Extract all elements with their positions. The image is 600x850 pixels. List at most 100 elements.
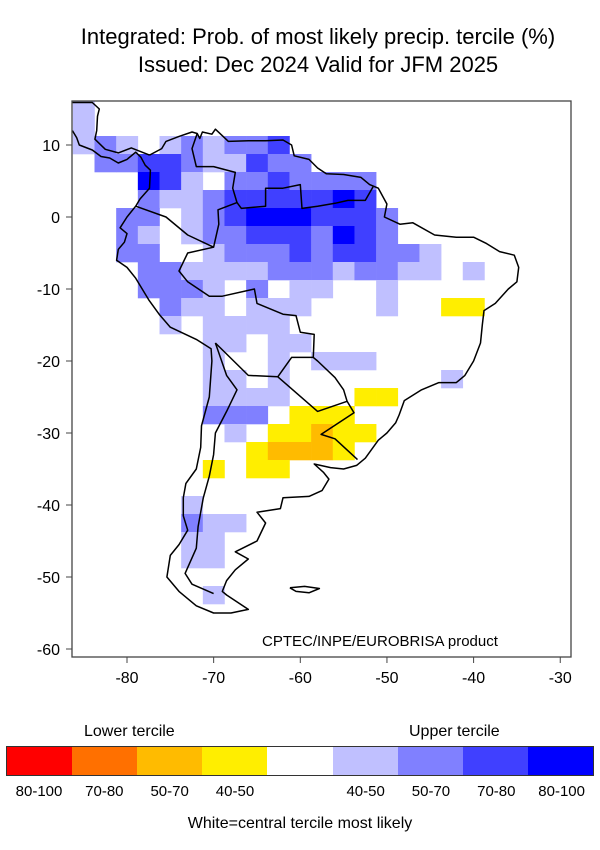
grid-cell (332, 352, 355, 371)
border-ecuador-peru-colombia (135, 205, 214, 248)
grid-cell (376, 280, 399, 299)
grid-cell (441, 298, 464, 317)
grid-cell (137, 172, 160, 191)
grid-cell (181, 496, 204, 515)
grid-cell (289, 208, 312, 227)
grid-cell (181, 280, 204, 299)
grid-cell (462, 262, 485, 281)
grid-cell (311, 352, 334, 371)
grid-cell (289, 244, 312, 263)
grid-cell (159, 262, 182, 281)
grid-cell (202, 136, 225, 155)
grid-cell (354, 424, 377, 443)
grid-cell (267, 424, 290, 443)
grid-cell (246, 136, 269, 155)
grid-cell (267, 172, 290, 191)
grid-cell (376, 226, 399, 245)
grid-cell (289, 442, 312, 461)
lat-tick-label: -40 (37, 498, 60, 515)
border-brazil (178, 183, 374, 461)
grid-cell (246, 316, 269, 335)
legend-label-u3: 70-80 (477, 783, 516, 800)
legend-label-u2: 50-70 (411, 783, 451, 800)
legend-swatch-u3 (462, 747, 528, 775)
grid-cell (267, 262, 290, 281)
grid-cell (181, 172, 204, 191)
legend-label-l4: 80-100 (15, 783, 63, 800)
grid-cell (289, 298, 312, 317)
grid-cell (267, 136, 290, 155)
grid-cell (72, 118, 95, 137)
legend-swatch-l1 (202, 747, 268, 775)
legend-swatch-u1 (332, 747, 398, 775)
grid-cell (289, 262, 312, 281)
grid-cell (354, 352, 377, 371)
grid-cell (332, 424, 355, 443)
grid-cell (202, 208, 225, 227)
grid-cell (159, 154, 182, 173)
grid-cell (202, 586, 225, 605)
grid-cell (72, 136, 95, 155)
grid-cell (202, 406, 225, 425)
grid-cell (202, 226, 225, 245)
coastlines (72, 101, 520, 614)
grid-cell (159, 280, 182, 299)
forecast-map: -80 -70 -60 -50 -40 -30 10 0 -10 -20 -30 -40 -50 -60 C… (37, 100, 572, 687)
legend-color-bar (6, 746, 594, 776)
border-argentina-paraguay (277, 376, 348, 413)
grid-cell (116, 244, 139, 263)
lat-tick-label: 0 (51, 210, 60, 227)
lat-tick-label: -60 (37, 642, 60, 659)
grid-cell (137, 244, 160, 263)
border-colombia-venezuela (191, 133, 238, 203)
grid-cell (332, 208, 355, 227)
grid-cell (246, 406, 269, 425)
map-title: Integrated: Prob. of most likely precip.… (80, 24, 556, 49)
map-subtitle: Issued: Dec 2024 Valid for JFM 2025 (137, 52, 499, 77)
grid-cell (224, 388, 247, 407)
legend-label-l2: 50-70 (150, 783, 189, 800)
grid-cell (332, 172, 355, 191)
grid-cell (289, 334, 312, 353)
lat-tick-label: -50 (37, 570, 60, 587)
grid-cell (289, 226, 312, 245)
grid-cell (267, 208, 290, 227)
grid-cell (332, 244, 355, 263)
product-credit: CPTEC/INPE/EUROBRISA product (262, 633, 499, 650)
grid-cell (202, 388, 225, 407)
grid-cell (267, 334, 290, 353)
grid-cell (354, 388, 377, 407)
grid-cell (354, 226, 377, 245)
legend-swatch-l2 (137, 747, 203, 775)
grid-cell (246, 298, 269, 317)
grid-cell (224, 406, 247, 425)
grid-cell (202, 550, 225, 569)
legend-swatch-l4 (7, 747, 73, 775)
grid-cell (224, 172, 247, 191)
grid-cell (397, 262, 420, 281)
grid-cell (311, 442, 334, 461)
grid-cell (376, 208, 399, 227)
grid-cell (224, 424, 247, 443)
lon-tick-label: -40 (462, 670, 485, 687)
grid-cell (267, 388, 290, 407)
grid-cell (354, 262, 377, 281)
grid-cell (462, 298, 485, 317)
grid-cell (202, 514, 225, 533)
grid-cell (116, 136, 139, 155)
grid-cell (137, 262, 160, 281)
grid-cell (354, 244, 377, 263)
grid-cell (289, 280, 312, 299)
grid-cell (181, 298, 204, 317)
grid-cell (159, 136, 182, 155)
grid-cell (137, 154, 160, 173)
coastline-south-america (72, 128, 520, 614)
lat-tick-label: -10 (37, 282, 60, 299)
lon-tick-label: -30 (549, 670, 572, 687)
grid-cell (224, 262, 247, 281)
grid-cell (376, 262, 399, 281)
legend-swatch-u4 (527, 747, 593, 775)
grid-cell (311, 280, 334, 299)
grid-cell (267, 316, 290, 335)
grid-cell (159, 298, 182, 317)
